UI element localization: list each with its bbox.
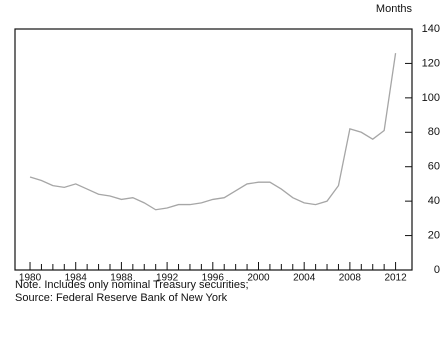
line-series	[29, 53, 397, 211]
y-tick-label: 100	[422, 92, 440, 104]
y-tick-label: 40	[428, 195, 440, 207]
x-tick-label: 1980	[19, 273, 42, 284]
y-tick-label: 20	[428, 229, 440, 241]
x-tick-label: 2008	[339, 273, 362, 284]
x-tick-label: 1996	[202, 273, 225, 284]
y-tick-label: 0	[434, 264, 440, 276]
y-tick-label: 120	[422, 57, 440, 69]
y-tick-label: 80	[428, 126, 440, 138]
plot-frame	[14, 28, 413, 271]
y-axis-label: Months	[376, 3, 413, 15]
source: Source: Federal Reserve Bank of New York	[15, 292, 228, 304]
y-tick-label: 140	[422, 23, 440, 35]
y-tick-label: 60	[428, 161, 440, 173]
x-tick-label: 1992	[156, 273, 179, 284]
x-tick-label: 2012	[384, 273, 407, 284]
x-tick-label: 1988	[110, 273, 133, 284]
note: Note. Includes only nominal Treasury sec…	[15, 279, 249, 291]
x-tick-label: 1984	[65, 273, 88, 284]
x-tick-label: 2000	[247, 273, 270, 284]
x-tick-label: 2004	[293, 273, 316, 284]
